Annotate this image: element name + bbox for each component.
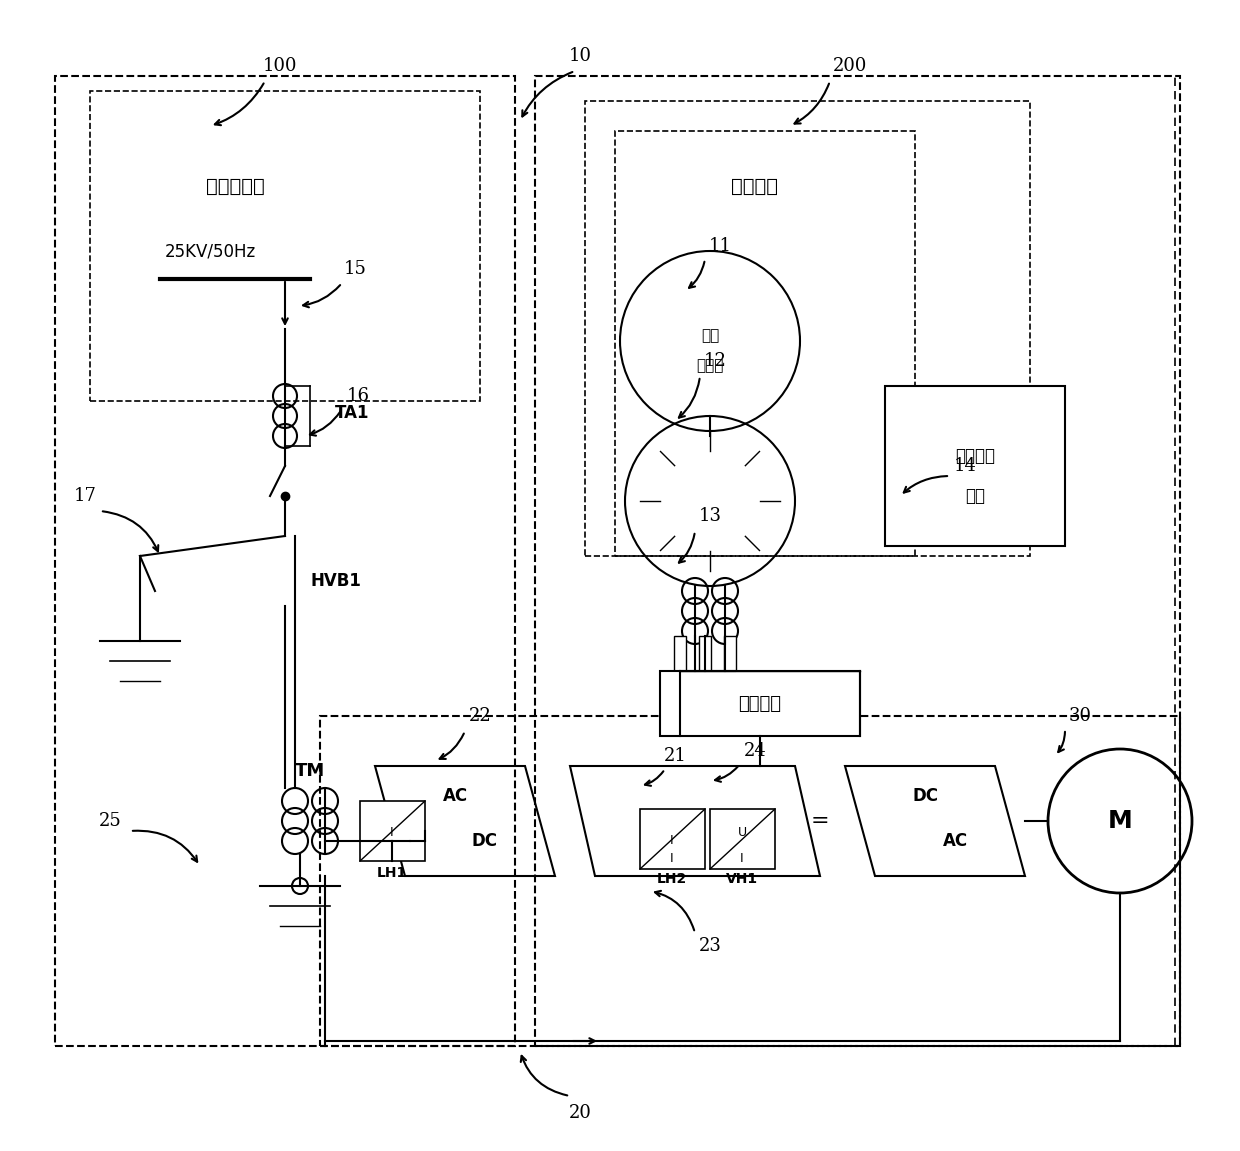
Text: 24: 24	[744, 742, 766, 760]
Text: VH1: VH1	[725, 872, 758, 886]
Text: 10: 10	[568, 47, 591, 64]
Text: AC: AC	[443, 787, 467, 805]
Text: 22: 22	[469, 707, 491, 725]
Text: 发动机: 发动机	[697, 358, 724, 374]
Text: 20: 20	[569, 1104, 591, 1122]
Text: 装置: 装置	[965, 487, 985, 505]
Text: 内燃: 内燃	[701, 328, 719, 343]
Text: DC: DC	[911, 787, 937, 805]
Text: 内燃供电: 内燃供电	[732, 176, 779, 196]
Text: 17: 17	[73, 487, 97, 505]
Polygon shape	[699, 637, 711, 671]
Text: DC: DC	[472, 832, 498, 849]
Text: 15: 15	[343, 260, 367, 279]
Text: M: M	[1107, 809, 1132, 833]
Text: 11: 11	[708, 237, 732, 256]
Polygon shape	[724, 637, 737, 671]
Text: 21: 21	[663, 747, 687, 765]
Text: AC: AC	[942, 832, 967, 849]
Text: 整流模块: 整流模块	[739, 695, 781, 712]
Text: TM: TM	[295, 762, 325, 780]
Text: LH2: LH2	[657, 872, 687, 886]
Text: 13: 13	[698, 506, 722, 525]
Text: 励磁控制: 励磁控制	[955, 447, 994, 465]
Polygon shape	[360, 801, 425, 861]
Polygon shape	[640, 809, 706, 869]
Text: 25: 25	[99, 811, 122, 830]
Text: LH1: LH1	[377, 866, 407, 881]
Text: 23: 23	[698, 937, 722, 955]
Text: 12: 12	[703, 352, 727, 369]
Text: U: U	[738, 826, 746, 839]
Polygon shape	[675, 637, 686, 671]
Text: 25KV/50Hz: 25KV/50Hz	[165, 242, 255, 260]
Text: 100: 100	[263, 58, 298, 75]
Text: I: I	[670, 852, 673, 864]
Polygon shape	[885, 386, 1065, 546]
Text: 14: 14	[954, 457, 976, 475]
Text: I: I	[391, 847, 394, 861]
Text: 16: 16	[346, 387, 370, 405]
Text: I: I	[670, 834, 673, 847]
Text: 30: 30	[1069, 707, 1091, 725]
Text: HVB1: HVB1	[310, 572, 361, 590]
Text: I: I	[391, 826, 394, 839]
Polygon shape	[711, 809, 775, 869]
Text: =: =	[811, 811, 830, 831]
Text: I: I	[740, 852, 744, 864]
Polygon shape	[660, 671, 861, 735]
Text: 接触网供电: 接触网供电	[206, 176, 264, 196]
Text: TA1: TA1	[335, 404, 370, 422]
Text: 200: 200	[833, 58, 867, 75]
